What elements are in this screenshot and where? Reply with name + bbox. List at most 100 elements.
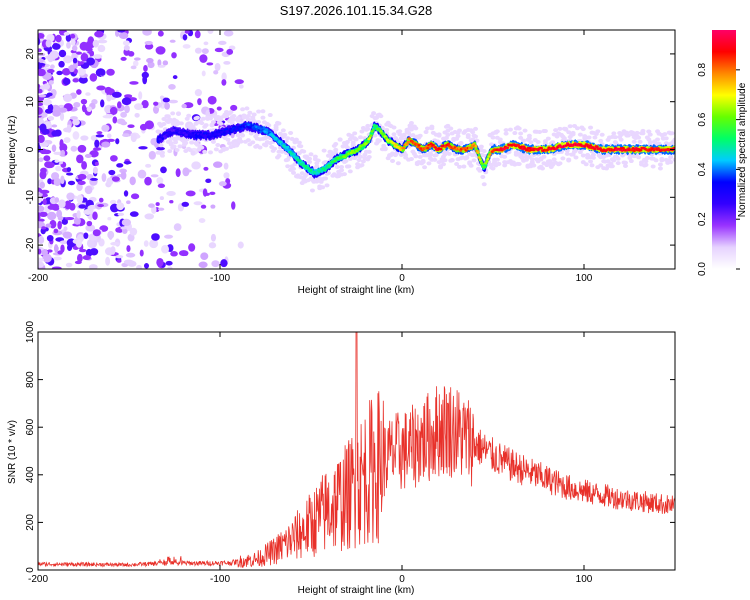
spectrogram-noise-cell bbox=[139, 249, 144, 257]
spectrogram-haze-cell bbox=[643, 159, 649, 164]
spectrogram-ridge-cell bbox=[483, 165, 487, 169]
spectrogram-haze-cell bbox=[643, 162, 649, 167]
spectrogram-haze-cell bbox=[159, 150, 165, 155]
spectrogram-haze-cell bbox=[238, 139, 244, 144]
spectrogram-haze-cell bbox=[464, 155, 470, 160]
spectrogram-noise-cell bbox=[77, 173, 87, 180]
spectrogram-noise-cell bbox=[158, 207, 165, 211]
spectrogram-ridge-cell bbox=[285, 146, 289, 149]
spectrogram-noise-cell bbox=[92, 39, 99, 48]
spectrogram-ridge-cell bbox=[402, 146, 406, 150]
spectrogram-noise-cell bbox=[181, 103, 187, 109]
spectrogram-noise-cell bbox=[44, 161, 53, 168]
spectrogram-noise-cell bbox=[136, 264, 142, 269]
spectrogram-ridge-cell bbox=[588, 144, 593, 147]
spectrogram-haze-cell bbox=[210, 120, 216, 125]
spectrogram-noise-cell bbox=[80, 98, 88, 105]
spectrogram-haze-cell bbox=[408, 156, 414, 161]
spectrogram-ridge-cell bbox=[166, 134, 170, 137]
spectrogram-noise-cell bbox=[120, 111, 127, 118]
spectrogram-haze-cell bbox=[650, 164, 656, 169]
snr-y-tick-label: 600 bbox=[25, 418, 36, 435]
spectrogram-haze-cell bbox=[449, 158, 455, 163]
spectrogram-noise-cell bbox=[111, 176, 120, 182]
spectrogram-haze-cell bbox=[296, 140, 302, 145]
spectrogram-haze-cell bbox=[470, 137, 476, 142]
spectrogram-noise-cell bbox=[147, 61, 155, 69]
spectrogram-noise-cell bbox=[115, 255, 124, 259]
spectrogram-haze-cell bbox=[512, 131, 518, 136]
spectrogram-haze-cell bbox=[646, 129, 652, 134]
spectrogram-haze-cell bbox=[625, 133, 631, 138]
spectrogram-haze-cell bbox=[446, 151, 452, 156]
spectrogram-noise-cell bbox=[89, 73, 98, 82]
spectrogram-noise-cell bbox=[38, 37, 41, 46]
spectrogram-haze-cell bbox=[167, 117, 173, 122]
spectrogram-noise-cell bbox=[98, 197, 104, 203]
spectrogram-noise-cell bbox=[64, 216, 75, 221]
spectrogram-noise-cell bbox=[53, 151, 63, 155]
spectrogram-noise-cell bbox=[157, 64, 166, 68]
spectrogram-ridge-cell bbox=[639, 148, 643, 152]
spectrogram-noise-cell bbox=[211, 260, 220, 268]
spectrogram-noise-cell bbox=[38, 157, 44, 163]
spectrogram-haze-cell bbox=[443, 135, 449, 140]
spectrogram-y-tick-label: 10 bbox=[25, 96, 36, 108]
spectrogram-haze-cell bbox=[378, 114, 384, 119]
spectrogram-noise-cell bbox=[86, 220, 93, 227]
spectrogram-haze-cell bbox=[199, 145, 205, 150]
spectrogram-haze-cell bbox=[267, 113, 273, 118]
spectrogram-haze-cell bbox=[251, 119, 257, 124]
spectrogram-noise-cell bbox=[46, 69, 55, 74]
snr-x-tick-label: 0 bbox=[399, 574, 405, 585]
spectrogram-haze-cell bbox=[333, 147, 339, 152]
spectrogram-noise-cell bbox=[182, 44, 191, 49]
spectrogram-noise-cell bbox=[118, 32, 129, 39]
spectrogram-noise-cell bbox=[197, 98, 202, 106]
spectrogram-noise-cell bbox=[168, 99, 179, 104]
spectrogram-haze-cell bbox=[563, 127, 569, 132]
colorbar-tick-label: 0.4 bbox=[697, 162, 708, 176]
spectrogram-noise-cell bbox=[47, 53, 54, 63]
spectrogram-noise-cell bbox=[160, 166, 167, 174]
spectrogram-noise-cell bbox=[72, 131, 80, 140]
spectrogram-noise-cell bbox=[143, 263, 150, 269]
spectrogram-noise-cell bbox=[41, 98, 52, 106]
spectrogram-haze-cell bbox=[478, 144, 484, 149]
snr-y-tick-label: 200 bbox=[25, 514, 36, 531]
spectrogram-ridge-cell bbox=[583, 145, 587, 148]
spectrogram-haze-cell bbox=[347, 169, 353, 174]
spectrogram-haze-cell bbox=[461, 164, 467, 169]
spectrogram-haze-cell bbox=[308, 152, 314, 157]
spectrogram-noise-cell bbox=[77, 180, 86, 186]
spectrogram-haze-cell bbox=[590, 155, 596, 160]
spectrogram-noise-cell bbox=[55, 34, 62, 43]
spectrogram-haze-cell bbox=[457, 164, 463, 169]
spectrogram-haze-cell bbox=[365, 126, 371, 131]
spectrogram-ridge-cell bbox=[469, 146, 474, 150]
spectrogram-noise-cell bbox=[122, 40, 130, 46]
spectrogram-noise-cell bbox=[76, 154, 84, 164]
spectrogram-noise-cell bbox=[213, 70, 219, 75]
spectrogram-noise-cell bbox=[68, 64, 75, 73]
spectrogram-haze-cell bbox=[161, 121, 167, 126]
snr-x-tick-label: -200 bbox=[28, 574, 48, 585]
spectrogram-haze-cell bbox=[672, 157, 675, 162]
spectrogram-haze-cell bbox=[245, 113, 251, 118]
spectrogram-noise-cell bbox=[51, 266, 62, 269]
spectrogram-noise-cell bbox=[106, 177, 114, 186]
spectrogram-haze-cell bbox=[240, 107, 246, 112]
spectrogram-ridge-cell bbox=[446, 142, 451, 146]
spectrogram-noise-cell bbox=[198, 218, 206, 223]
spectrogram-noise-cell bbox=[137, 169, 147, 179]
spectrogram-noise-cell bbox=[122, 133, 130, 137]
spectrogram-haze-cell bbox=[395, 161, 401, 166]
spectrogram-haze-cell bbox=[358, 135, 364, 140]
spectrogram-noise-cell bbox=[159, 196, 164, 201]
spectrogram-noise-cell bbox=[38, 195, 43, 204]
spectrogram-haze-cell bbox=[566, 130, 572, 135]
colorbar-tick-label: 0.8 bbox=[697, 62, 708, 76]
spectrogram-haze-cell bbox=[615, 161, 621, 166]
spectrogram-noise-cell bbox=[38, 62, 43, 71]
spectrogram-noise-cell bbox=[87, 36, 95, 45]
